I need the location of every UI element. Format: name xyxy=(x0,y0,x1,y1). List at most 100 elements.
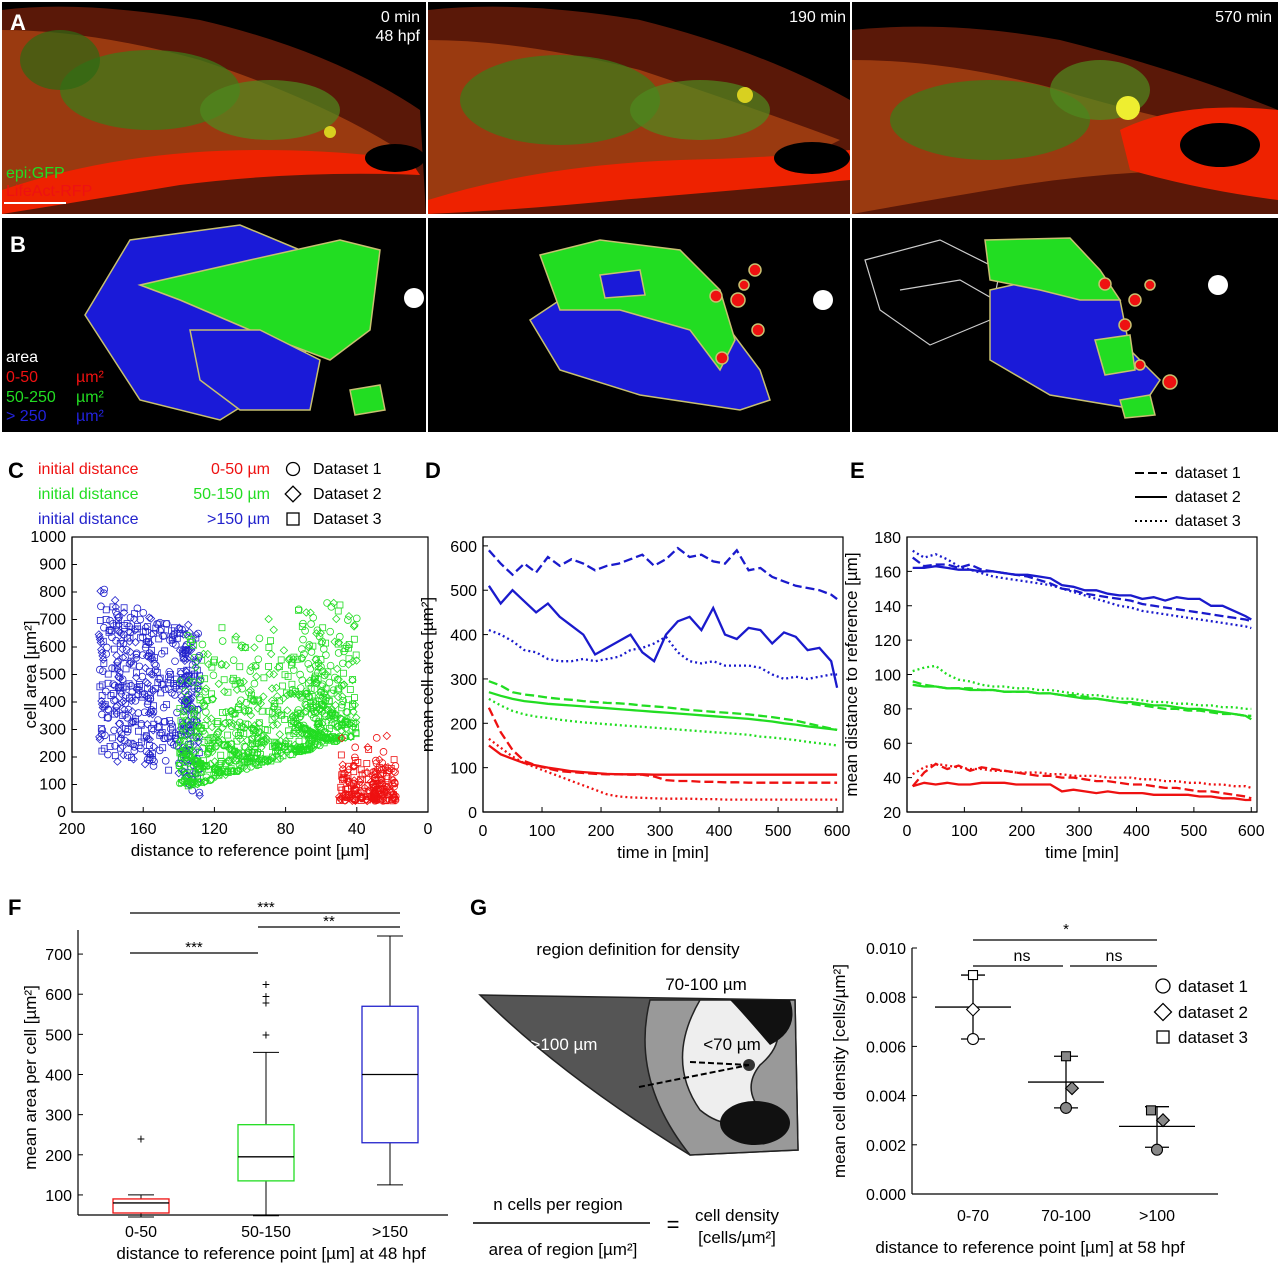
data-point xyxy=(200,738,208,747)
data-point xyxy=(331,700,340,710)
data-point xyxy=(121,691,130,700)
y-tick-label: 0.006 xyxy=(866,1039,906,1056)
scatter-points xyxy=(94,585,400,806)
x-tick-label: 400 xyxy=(1123,823,1150,840)
data-point xyxy=(363,742,372,752)
data-point xyxy=(195,749,203,757)
legend-g-dataset-0: dataset 1 xyxy=(1178,977,1248,996)
data-point xyxy=(211,742,220,751)
data-point xyxy=(318,637,326,646)
panel-g-legend: dataset 1 dataset 2 dataset 3 xyxy=(1153,977,1248,1047)
series-blue-dataset-2 xyxy=(912,565,1252,621)
data-point xyxy=(227,722,236,731)
box-iqr xyxy=(237,1124,295,1182)
data-point xyxy=(270,741,278,749)
data-point xyxy=(124,726,132,733)
y-tick-label: 500 xyxy=(450,583,477,600)
reference-point xyxy=(404,288,424,308)
data-point xyxy=(351,694,358,701)
y-axis-label: cell area [µm²] xyxy=(21,620,40,728)
data-point xyxy=(191,747,199,755)
data-point xyxy=(188,733,197,742)
data-point xyxy=(304,660,313,668)
data-point xyxy=(254,719,264,728)
sig-f-1: *** xyxy=(185,939,203,956)
data-point xyxy=(314,720,322,728)
data-point xyxy=(144,623,152,631)
data-point xyxy=(217,758,225,766)
data-point xyxy=(339,680,348,690)
formula-result-2: [cells/µm²] xyxy=(698,1228,776,1247)
data-point xyxy=(224,688,232,696)
data-point xyxy=(198,656,206,664)
data-point xyxy=(203,696,211,704)
group-70-100 xyxy=(1028,1051,1104,1114)
data-point xyxy=(235,703,242,711)
data-point xyxy=(243,746,253,756)
data-point xyxy=(146,668,154,676)
data-point xyxy=(123,620,131,628)
data-point xyxy=(97,725,105,732)
data-point xyxy=(307,710,316,719)
legend-g-circle xyxy=(1155,978,1171,994)
stage-label: 48 hpf xyxy=(376,28,421,45)
data-point xyxy=(143,700,152,708)
legend-circle-marker xyxy=(285,461,301,477)
y-tick-label: 0.000 xyxy=(866,1187,906,1204)
data-point xyxy=(203,649,213,659)
area-legend-unit-2: µm² xyxy=(76,408,105,425)
data-point xyxy=(229,674,237,682)
x-tick-label: 600 xyxy=(1238,823,1265,840)
point-dataset-2 xyxy=(1064,1081,1080,1096)
data-point xyxy=(237,696,245,705)
data-point xyxy=(305,679,313,687)
data-point xyxy=(343,716,351,724)
series-lines xyxy=(487,546,839,801)
box-iqr xyxy=(112,1198,170,1214)
data-point xyxy=(347,733,355,740)
data-point xyxy=(247,741,257,750)
panel-letter-b: B xyxy=(10,232,26,257)
series-blue-dataset-2 xyxy=(487,585,839,689)
data-point xyxy=(290,730,298,737)
data-point xyxy=(289,666,298,674)
data-point xyxy=(187,778,197,787)
data-point xyxy=(357,775,365,783)
data-point xyxy=(178,730,187,739)
data-point xyxy=(229,656,238,664)
data-point xyxy=(222,759,230,767)
data-point xyxy=(301,725,309,733)
data-point xyxy=(351,757,359,764)
region-label-outer: >100 µm xyxy=(531,1035,598,1054)
y-tick-label: 0 xyxy=(468,805,477,822)
data-point xyxy=(338,786,346,794)
data-point xyxy=(155,746,164,755)
data-point xyxy=(113,757,122,766)
data-point xyxy=(348,675,357,685)
data-point xyxy=(370,788,379,797)
data-point xyxy=(356,789,364,797)
data-point xyxy=(190,756,200,765)
region-diagram-title: region definition for density xyxy=(536,940,740,959)
y-tick-label: 300 xyxy=(450,672,477,689)
data-point xyxy=(300,650,308,658)
data-point xyxy=(264,614,273,624)
data-point xyxy=(154,679,162,687)
data-point xyxy=(138,672,147,681)
data-point xyxy=(177,749,185,758)
x-tick-label: 0-70 xyxy=(957,1208,989,1225)
data-point xyxy=(189,769,197,777)
legend-c-range-0: 0-50 µm xyxy=(211,461,270,478)
data-point xyxy=(330,673,339,682)
chart-d-lines: 0 100 200 300 400 500 600 0 100 200 300 400 500 600 ti… xyxy=(418,536,851,862)
data-point xyxy=(241,757,249,765)
data-point xyxy=(368,780,377,789)
data-point xyxy=(113,613,123,622)
x-tick-label: 0-50 xyxy=(125,1224,157,1241)
data-point xyxy=(196,675,205,684)
data-point xyxy=(143,719,152,729)
data-point xyxy=(299,635,307,644)
data-point xyxy=(208,742,216,750)
data-point xyxy=(273,720,282,729)
data-point xyxy=(98,726,107,734)
